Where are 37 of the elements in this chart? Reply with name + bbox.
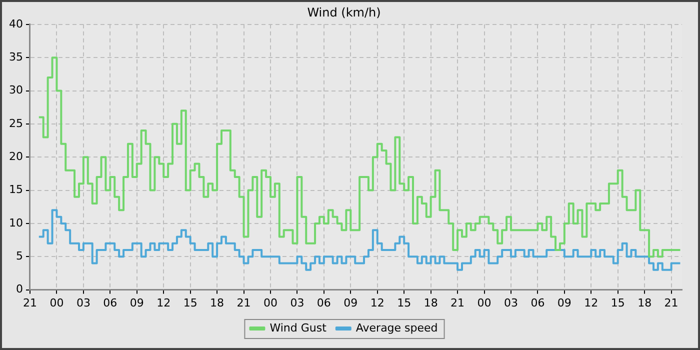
y-tick-label: 40 bbox=[8, 17, 23, 30]
x-tick-label: 03 bbox=[76, 296, 90, 310]
x-tick-label: 03 bbox=[504, 296, 518, 310]
x-tick-label: 15 bbox=[610, 296, 625, 310]
x-tick-label: 03 bbox=[290, 296, 304, 310]
x-tick-label: 15 bbox=[397, 296, 412, 310]
x-tick-label: 18 bbox=[424, 296, 438, 310]
y-tick-label: 35 bbox=[8, 50, 23, 64]
y-tick-label: 20 bbox=[8, 150, 23, 163]
x-tick-label: 21 bbox=[664, 296, 678, 310]
x-tick-label: 12 bbox=[156, 296, 171, 310]
x-tick-label: 00 bbox=[50, 296, 64, 310]
x-tick-label: 00 bbox=[477, 296, 492, 310]
y-tick-label: 30 bbox=[8, 84, 23, 97]
y-tick-label: 15 bbox=[8, 183, 23, 196]
x-tick-label: 15 bbox=[183, 296, 198, 310]
x-tick-label: 09 bbox=[130, 296, 144, 310]
x-tick-label: 21 bbox=[450, 296, 465, 310]
y-tick-label: 10 bbox=[8, 216, 23, 230]
x-tick-label: 18 bbox=[210, 296, 224, 310]
x-tick-label: 00 bbox=[263, 296, 278, 310]
x-tick-label: 21 bbox=[22, 296, 37, 310]
chart-title: Wind (km/h) bbox=[307, 5, 381, 20]
x-tick-label: 12 bbox=[370, 296, 384, 310]
x-tick-label: 09 bbox=[344, 296, 358, 310]
x-tick-label: 06 bbox=[103, 296, 118, 310]
x-tick-label: 06 bbox=[530, 296, 545, 310]
x-tick-label: 06 bbox=[316, 296, 331, 310]
y-tick-label: 25 bbox=[8, 116, 23, 130]
x-tick-label: 12 bbox=[584, 296, 598, 310]
legend-label: Wind Gust bbox=[270, 321, 328, 334]
y-tick-label: 5 bbox=[16, 249, 23, 262]
y-tick-label: 0 bbox=[16, 282, 23, 296]
legend-label: Average speed bbox=[356, 321, 438, 334]
x-tick-label: 09 bbox=[557, 296, 572, 310]
x-tick-label: 18 bbox=[638, 296, 652, 310]
x-tick-label: 21 bbox=[236, 296, 251, 310]
